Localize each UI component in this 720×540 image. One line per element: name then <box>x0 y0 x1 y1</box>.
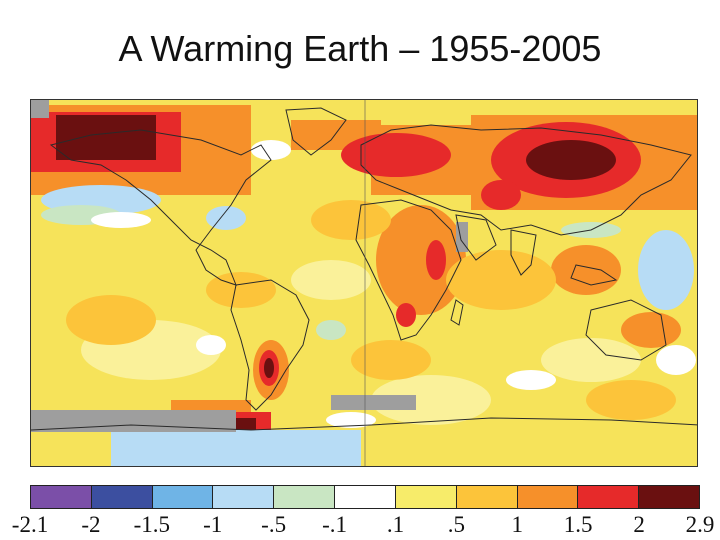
color-scale-tick-label: -2 <box>81 512 101 537</box>
color-swatch-5 <box>335 486 396 508</box>
color-swatch-4 <box>274 486 336 508</box>
no-data-areas <box>31 100 468 432</box>
page-title: A Warming Earth – 1955-2005 <box>118 28 602 69</box>
color-scale-tick-label: 1 <box>511 512 524 537</box>
gold-zones <box>66 200 676 420</box>
color-swatch-10 <box>639 486 699 508</box>
light-yellow-areas <box>81 260 641 425</box>
neutral-zones <box>91 140 696 428</box>
color-swatch-8 <box>517 486 579 508</box>
color-scale-tick-label: .1 <box>386 512 405 537</box>
grid-lines <box>364 100 366 466</box>
color-scale-tick-label: .5 <box>447 512 465 537</box>
color-scale-tick-label: -.1 <box>322 512 347 537</box>
temperature-anomaly-map <box>30 99 698 467</box>
color-scale-tick-label: -1.5 <box>133 512 171 537</box>
color-scale-tick-label: -1 <box>203 512 223 537</box>
color-scale-tick-label: -.5 <box>261 512 287 537</box>
color-swatch-0 <box>31 486 92 508</box>
color-swatch-3 <box>213 486 275 508</box>
color-scale-bar <box>30 485 700 509</box>
coastlines <box>31 107 697 431</box>
color-swatch-7 <box>456 486 518 508</box>
color-swatch-1 <box>91 486 153 508</box>
color-scale-tick-label: 2.9 <box>685 512 715 537</box>
color-scale-tick-label: -2.1 <box>11 512 49 537</box>
color-swatch-6 <box>395 486 457 508</box>
color-swatch-2 <box>152 486 214 508</box>
color-swatch-9 <box>578 486 640 508</box>
color-scale-ticks: -2.1 -2 -1.5 -1 -.5 -.1 .1 .5 1 1.5 2 2.9 <box>0 512 720 540</box>
color-scale-tick-label: 1.5 <box>563 512 593 537</box>
color-scale-tick-label: 2 <box>633 512 645 537</box>
